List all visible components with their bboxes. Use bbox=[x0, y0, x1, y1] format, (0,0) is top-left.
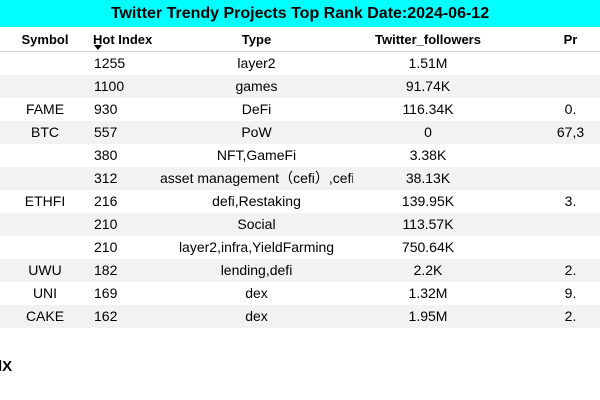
cell-hot-index: 930 bbox=[94, 101, 118, 117]
cell-price bbox=[503, 236, 600, 259]
table-row: BTC 557 PoW 0 67,3 bbox=[0, 121, 600, 144]
cell-type: lending,defi bbox=[160, 259, 353, 282]
cell-hot-index: 557 bbox=[90, 121, 160, 144]
cell-type: games bbox=[160, 75, 353, 98]
cell-hot-index: 162 bbox=[90, 305, 160, 328]
cell-symbol bbox=[0, 52, 90, 76]
table-row: 210 Social 113.57K bbox=[0, 213, 600, 236]
col-header-twitter-followers[interactable]: Twitter_followers bbox=[353, 27, 503, 52]
cell-twitter-followers: 3.38K bbox=[409, 147, 447, 163]
cell-type: layer2 bbox=[237, 55, 276, 71]
cell-symbol: ETHFI bbox=[24, 193, 66, 209]
col-header-hot-index[interactable]: Hot Index bbox=[90, 27, 160, 52]
table-header: Symbol Hot Index Type Twitter_followers … bbox=[0, 27, 600, 52]
cell-hot-index: 169 bbox=[94, 285, 118, 301]
table-row: 380 NFT,GameFi 3.38K bbox=[0, 144, 600, 167]
table-row: 210 layer2,infra,YieldFarming 750.64K bbox=[0, 236, 600, 259]
cell-price: 2. bbox=[503, 305, 600, 328]
cell-twitter-followers: 750.64K bbox=[401, 239, 455, 255]
cell-twitter-followers: 139.95K bbox=[401, 193, 455, 209]
table-title: Twitter Trendy Projects Top Rank Date:20… bbox=[0, 0, 600, 27]
cell-price: 9. bbox=[564, 285, 577, 301]
table-row: CAKE 162 dex 1.95M 2. bbox=[0, 305, 600, 328]
trend-table: Symbol Hot Index Type Twitter_followers … bbox=[0, 27, 600, 328]
cell-hot-index: 1100 bbox=[90, 75, 160, 98]
cell-symbol: BTC bbox=[0, 121, 90, 144]
cell-symbol: FAME bbox=[25, 101, 65, 117]
table-row: FAME 930 DeFi 116.34K 0. bbox=[0, 98, 600, 121]
col-header-type[interactable]: Type bbox=[160, 27, 353, 52]
cell-price: 0. bbox=[564, 101, 577, 117]
cell-price: 3. bbox=[564, 193, 577, 209]
cell-type: Social bbox=[160, 213, 353, 236]
cell-hot-index: 380 bbox=[94, 147, 118, 163]
cell-price bbox=[503, 52, 600, 76]
col-header-price[interactable]: Pr bbox=[503, 27, 600, 52]
cell-type: defi,Restaking bbox=[212, 193, 301, 209]
cell-symbol: UNI bbox=[32, 285, 58, 301]
cell-symbol bbox=[0, 213, 90, 236]
watermark: dX bbox=[0, 358, 13, 375]
col-header-symbol[interactable]: Symbol bbox=[0, 27, 90, 52]
table-body: 1255 layer2 1.51M 1100 games 91.74K FAME 930 DeF… bbox=[0, 52, 600, 328]
cell-price bbox=[503, 75, 600, 98]
cell-twitter-followers: 1.95M bbox=[353, 305, 503, 328]
table-row: 1255 layer2 1.51M bbox=[0, 52, 600, 76]
cell-symbol bbox=[0, 236, 90, 259]
cell-price: 2. bbox=[503, 259, 600, 282]
cell-symbol: CAKE bbox=[0, 305, 90, 328]
cell-symbol: UWU bbox=[0, 259, 90, 282]
cell-twitter-followers: 1.32M bbox=[408, 285, 448, 301]
cell-type: layer2,infra,YieldFarming bbox=[178, 239, 335, 255]
cell-twitter-followers: 0 bbox=[353, 121, 503, 144]
table-row: UWU 182 lending,defi 2.2K 2. bbox=[0, 259, 600, 282]
cell-hot-index: 312 bbox=[90, 167, 160, 190]
cell-symbol bbox=[0, 144, 90, 167]
cell-symbol bbox=[0, 75, 90, 98]
cell-hot-index: 1255 bbox=[94, 55, 126, 71]
cell-price bbox=[503, 213, 600, 236]
cell-type: dex bbox=[245, 285, 268, 301]
cell-twitter-followers: 91.74K bbox=[353, 75, 503, 98]
cell-twitter-followers: 1.51M bbox=[408, 55, 448, 71]
cell-twitter-followers: 2.2K bbox=[353, 259, 503, 282]
cell-hot-index: 210 bbox=[90, 213, 160, 236]
cell-hot-index: 182 bbox=[90, 259, 160, 282]
cell-price bbox=[503, 144, 600, 167]
cell-type: NFT,GameFi bbox=[216, 147, 297, 163]
cell-type: DeFi bbox=[241, 101, 272, 117]
cell-type: PoW bbox=[160, 121, 353, 144]
cell-price: 67,3 bbox=[503, 121, 600, 144]
table-row: 1100 games 91.74K bbox=[0, 75, 600, 98]
table-row: ETHFI 216 defi,Restaking 139.95K 3. bbox=[0, 190, 600, 213]
table-row: UNI 169 dex 1.32M 9. bbox=[0, 282, 600, 305]
sort-desc-icon[interactable] bbox=[94, 45, 102, 50]
cell-price bbox=[503, 167, 600, 190]
trend-table-container: Symbol Hot Index Type Twitter_followers … bbox=[0, 27, 600, 337]
cell-type: asset management（cefi）,cefi bbox=[160, 167, 353, 190]
cell-twitter-followers: 38.13K bbox=[353, 167, 503, 190]
cell-hot-index: 210 bbox=[94, 239, 118, 255]
table-row: 312 asset management（cefi）,cefi 38.13K bbox=[0, 167, 600, 190]
cell-symbol bbox=[0, 167, 90, 190]
cell-hot-index: 216 bbox=[94, 193, 118, 209]
cell-twitter-followers: 113.57K bbox=[353, 213, 503, 236]
cell-type: dex bbox=[160, 305, 353, 328]
col-header-hot-index-label: Hot Index bbox=[93, 31, 153, 47]
cell-twitter-followers: 116.34K bbox=[402, 101, 454, 117]
